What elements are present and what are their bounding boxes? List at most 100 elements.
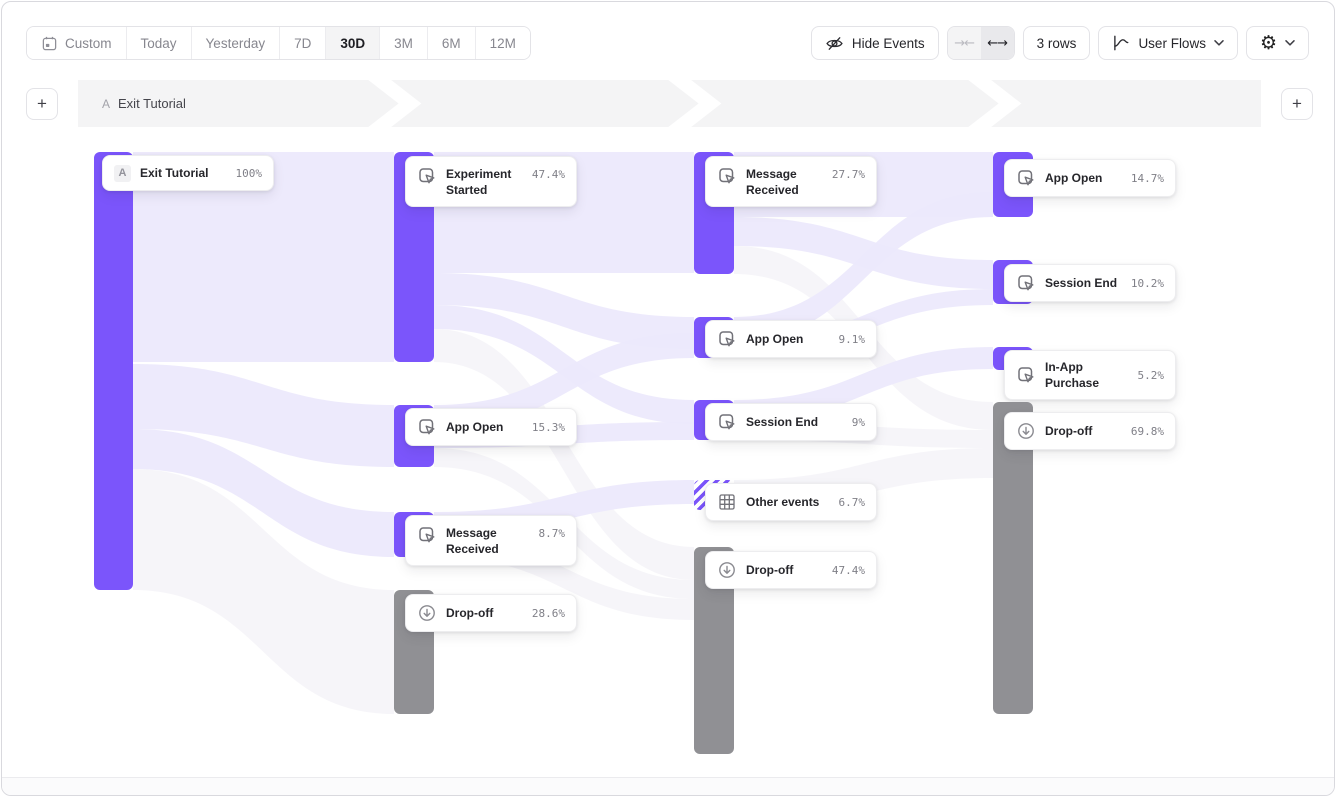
event-icon — [1016, 168, 1036, 188]
plus-icon: + — [37, 94, 47, 113]
date-range-custom[interactable]: Custom — [27, 27, 126, 59]
dropoff-icon — [1016, 421, 1036, 441]
flow-node-card-c2-msg[interactable]: Message Received 8.7% — [405, 515, 577, 567]
flow-node-card-c3-msg[interactable]: Message Received 27.7% — [705, 156, 877, 208]
sankey-link-c1-exit-c2-msg[interactable] — [133, 429, 394, 557]
flow-node-label: Other events — [746, 494, 820, 509]
rows-button[interactable]: 3 rows — [1022, 26, 1091, 60]
calendar-icon — [41, 35, 58, 52]
sankey-link-c3-msg-c4-sess[interactable] — [734, 217, 993, 289]
flow-node-card-c4-inapp[interactable]: In-App Purchase 5.2% — [1004, 350, 1176, 401]
event-icon — [1016, 365, 1036, 385]
event-icon — [417, 525, 437, 545]
flow-node-card-c4-app[interactable]: App Open 14.7% — [1004, 159, 1176, 197]
date-range-yesterday[interactable]: Yesterday — [190, 27, 280, 59]
sankey-link-c1-exit-c2-exp[interactable] — [133, 152, 394, 362]
flow-node-card-c4-drop[interactable]: Drop-off 69.8% — [1004, 412, 1176, 450]
flow-node-value: 100% — [235, 166, 263, 180]
flow-node-card-c3-drop[interactable]: Drop-off 47.4% — [705, 551, 877, 589]
flow-node-value: 14.7% — [1130, 171, 1164, 185]
settings-dropdown[interactable]: ⚙ — [1245, 26, 1309, 60]
event-icon — [717, 166, 737, 186]
date-range-label: 12M — [489, 35, 516, 51]
flow-node-card-c3-other[interactable]: Other events 6.7% — [705, 483, 877, 521]
flow-node-value: 27.7% — [831, 168, 865, 181]
step-chevron-separators — [368, 80, 1022, 127]
flow-node-bar-c4-drop[interactable] — [993, 402, 1033, 714]
flow-node-card-c1-exit[interactable]: A Exit Tutorial 100% — [102, 155, 274, 191]
date-range-label: Custom — [65, 35, 112, 51]
date-range-selector: Custom Today Yesterday 7D 30D 3M 6M 12M — [26, 26, 531, 60]
toolbar: Custom Today Yesterday 7D 30D 3M 6M 12M … — [26, 26, 1309, 60]
flow-node-value: 47.4% — [831, 563, 865, 577]
step-header: A Exit Tutorial — [78, 80, 1261, 127]
collapse-icon: →← — [954, 35, 975, 51]
add-step-right-button[interactable]: + — [1281, 88, 1313, 120]
date-range-3m[interactable]: 3M — [379, 27, 427, 59]
flow-node-value: 5.2% — [1137, 368, 1165, 382]
date-range-7d[interactable]: 7D — [279, 27, 326, 59]
step-letter: A — [102, 96, 111, 111]
flow-node-card-c2-exp[interactable]: Experiment Started 47.4% — [405, 156, 577, 208]
flow-node-card-c2-drop[interactable]: Drop-off 28.6% — [405, 594, 577, 632]
add-step-left-button[interactable]: + — [26, 88, 58, 120]
flow-node-label: Exit Tutorial — [140, 165, 209, 180]
step-letter-badge: A — [114, 164, 131, 182]
date-range-label: Today — [140, 35, 177, 51]
sankey-link-c1-exit-c2-app[interactable] — [133, 364, 394, 467]
flow-node-value: 28.6% — [531, 606, 565, 620]
flow-node-value: 6.7% — [838, 495, 866, 509]
hide-events-label: Hide Events — [851, 35, 925, 51]
date-range-label: 6M — [441, 35, 461, 51]
flow-node-label: In-App Purchase — [1045, 360, 1100, 391]
footer-bar — [2, 777, 1334, 795]
expand-icon: ←→ — [987, 35, 1008, 51]
event-icon — [417, 166, 437, 186]
flow-node-card-c3-sess[interactable]: Session End 9% — [705, 403, 877, 441]
hide-events-button[interactable]: Hide Events — [810, 26, 939, 60]
flow-node-label: Session End — [746, 414, 819, 429]
flow-node-card-c3-app[interactable]: App Open 9.1% — [705, 320, 877, 358]
eye-off-icon — [825, 34, 844, 53]
event-icon — [717, 329, 737, 349]
date-range-today[interactable]: Today — [125, 27, 191, 59]
flow-node-card-c2-app[interactable]: App Open 15.3% — [405, 408, 577, 446]
collapse-columns-button[interactable]: →← — [947, 27, 981, 59]
flow-node-value: 9.1% — [838, 332, 866, 346]
date-range-6m[interactable]: 6M — [426, 27, 475, 59]
flow-node-label: Experiment Started — [446, 167, 512, 198]
flow-node-label: Message Received — [746, 167, 799, 198]
event-icon — [717, 412, 737, 432]
user-flows-dropdown[interactable]: User Flows — [1098, 26, 1238, 60]
step-segment-exit-tutorial[interactable]: A Exit Tutorial — [102, 80, 186, 127]
sankey-link-c2-exp-c3-drop[interactable] — [434, 329, 694, 580]
event-icon — [417, 417, 437, 437]
date-range-label: 7D — [294, 35, 312, 51]
date-range-label: 30D — [340, 35, 366, 51]
expand-columns-button[interactable]: ←→ — [980, 27, 1014, 59]
sankey-link-c2-app-c3-app[interactable] — [434, 333, 694, 430]
dropoff-icon — [417, 603, 437, 623]
flow-node-label: Message Received — [446, 526, 499, 557]
dropoff-icon — [717, 560, 737, 580]
flow-node-bar-c1-exit[interactable] — [94, 152, 133, 590]
flow-node-value: 8.7% — [538, 527, 566, 540]
sankey-link-c2-exp-c3-sess[interactable] — [434, 305, 694, 424]
sankey-link-c2-exp-c3-app[interactable] — [434, 273, 694, 349]
flow-node-value: 69.8% — [1130, 424, 1164, 438]
date-range-label: 3M — [394, 35, 413, 51]
step-name: Exit Tutorial — [118, 96, 186, 111]
date-range-30d[interactable]: 30D — [325, 27, 380, 59]
sankey-link-c1-exit-c2-drop[interactable] — [133, 469, 394, 714]
date-range-label: Yesterday — [205, 35, 266, 51]
flow-node-card-c4-sess[interactable]: Session End 10.2% — [1004, 264, 1176, 302]
gear-icon: ⚙ — [1259, 31, 1277, 54]
flow-node-value: 47.4% — [531, 168, 565, 181]
date-range-12m[interactable]: 12M — [474, 27, 530, 59]
flow-node-value: 10.2% — [1130, 276, 1164, 290]
sankey-link-c3-app-c4-app[interactable] — [734, 192, 993, 342]
flow-node-value: 15.3% — [531, 420, 565, 434]
collapse-expand-toggle: →← ←→ — [946, 26, 1015, 60]
flow-node-label: Drop-off — [746, 562, 794, 577]
